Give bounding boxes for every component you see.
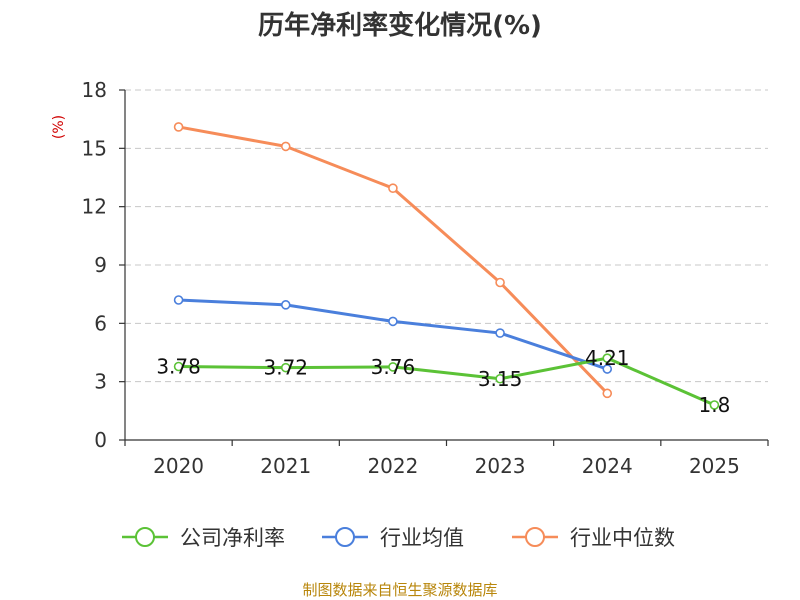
x-tick-label: 2020 <box>153 454 204 478</box>
data-label: 3.72 <box>263 356 308 380</box>
data-point <box>173 361 184 372</box>
data-label: 3.15 <box>478 367 523 391</box>
data-point <box>709 400 720 410</box>
x-tick-label: 2022 <box>367 454 418 478</box>
x-tick-label: 2021 <box>260 454 311 478</box>
data-label: 4.21 <box>585 346 630 370</box>
chart-title: 历年净利率变化情况(%) <box>258 10 542 41</box>
data-point <box>173 295 184 305</box>
data-labels: 3.78 3.72 3.76 3.15 4.21 1.8 <box>156 346 730 417</box>
data-label: 1.8 <box>699 393 731 417</box>
y-tick-label: 3 <box>94 370 107 394</box>
y-tick-label: 12 <box>82 195 107 219</box>
y-tick-label: 6 <box>94 311 107 335</box>
data-point <box>602 364 613 374</box>
data-label: 3.76 <box>371 355 416 379</box>
x-tick-label: 2025 <box>689 454 740 478</box>
data-point <box>280 300 291 310</box>
data-point <box>280 362 291 373</box>
y-tick-label: 9 <box>94 253 107 277</box>
y-tick-label: 18 <box>82 78 107 102</box>
y-tick-label: 15 <box>82 136 107 160</box>
legend-marker <box>135 527 155 547</box>
data-point <box>495 328 505 338</box>
data-label: 3.78 <box>156 355 201 379</box>
legend-item: 公司净利率 <box>122 526 285 550</box>
legend: 公司净利率 行业均值 行业中位数 <box>122 526 675 550</box>
data-point <box>495 373 505 384</box>
x-tick-label: 2023 <box>475 454 526 478</box>
y-axis-unit-label: (%) <box>51 115 67 139</box>
series-line <box>178 125 609 395</box>
data-point <box>280 141 291 152</box>
x-tick-label: 2024 <box>582 454 633 478</box>
data-point <box>602 388 613 399</box>
legend-label: 公司净利率 <box>180 526 285 550</box>
legend-label: 行业均值 <box>380 526 464 550</box>
data-point <box>602 353 613 363</box>
legend-marker <box>525 527 545 547</box>
data-point <box>388 183 398 193</box>
y-tick-label: 0 <box>94 428 107 452</box>
axes: 0 3 6 9 12 15 18 2020 2021 2022 2023 2024 2025 <box>82 78 769 478</box>
series <box>173 122 720 410</box>
legend-item: 行业均值 <box>322 526 464 550</box>
data-point <box>173 122 184 132</box>
legend-item: 行业中位数 <box>512 526 675 550</box>
legend-marker <box>335 527 355 547</box>
data-point <box>388 316 398 327</box>
series-line <box>178 356 716 407</box>
source-note: 制图数据来自恒生聚源数据库 <box>302 581 497 599</box>
data-point <box>388 362 398 372</box>
legend-label: 行业中位数 <box>570 526 675 550</box>
data-point <box>495 277 505 288</box>
